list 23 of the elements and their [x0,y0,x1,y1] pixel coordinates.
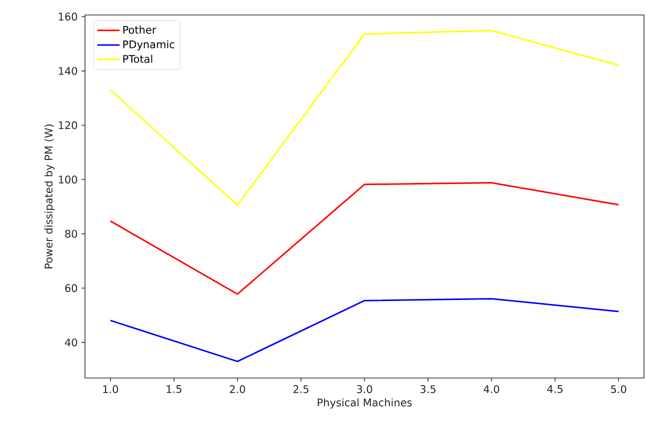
y-axis-title: Power dissipated by PM (W) [44,124,55,268]
line-series [110,298,620,362]
x-tick-label: 2.0 [230,385,246,394]
x-axis-title: Physical Machines [318,398,412,408]
legend-label: Pother [123,26,156,34]
y-tick-label: 140 [58,66,78,75]
x-tick-label: 1.0 [103,385,118,394]
x-tick-label: 3.0 [356,385,372,394]
x-tick-label: 3.5 [420,385,436,394]
x-tick-label: 5.0 [611,385,626,394]
line-series [110,182,620,295]
y-tick-label: 60 [65,284,78,292]
y-tick-label: 80 [65,230,78,238]
legend-label: PTotal [123,54,152,63]
x-tick-label: 4.0 [484,385,500,394]
x-tick-label: 1.5 [166,385,182,393]
y-tick-label: 160 [58,12,78,21]
x-tick-label: 2.5 [293,385,308,394]
y-tick-label: 100 [58,176,78,184]
y-tick-label: 40 [64,338,78,346]
y-tick-label: 120 [58,121,78,130]
x-tick-label: 4.5 [547,385,562,393]
legend-label: PDynamic [123,40,174,50]
